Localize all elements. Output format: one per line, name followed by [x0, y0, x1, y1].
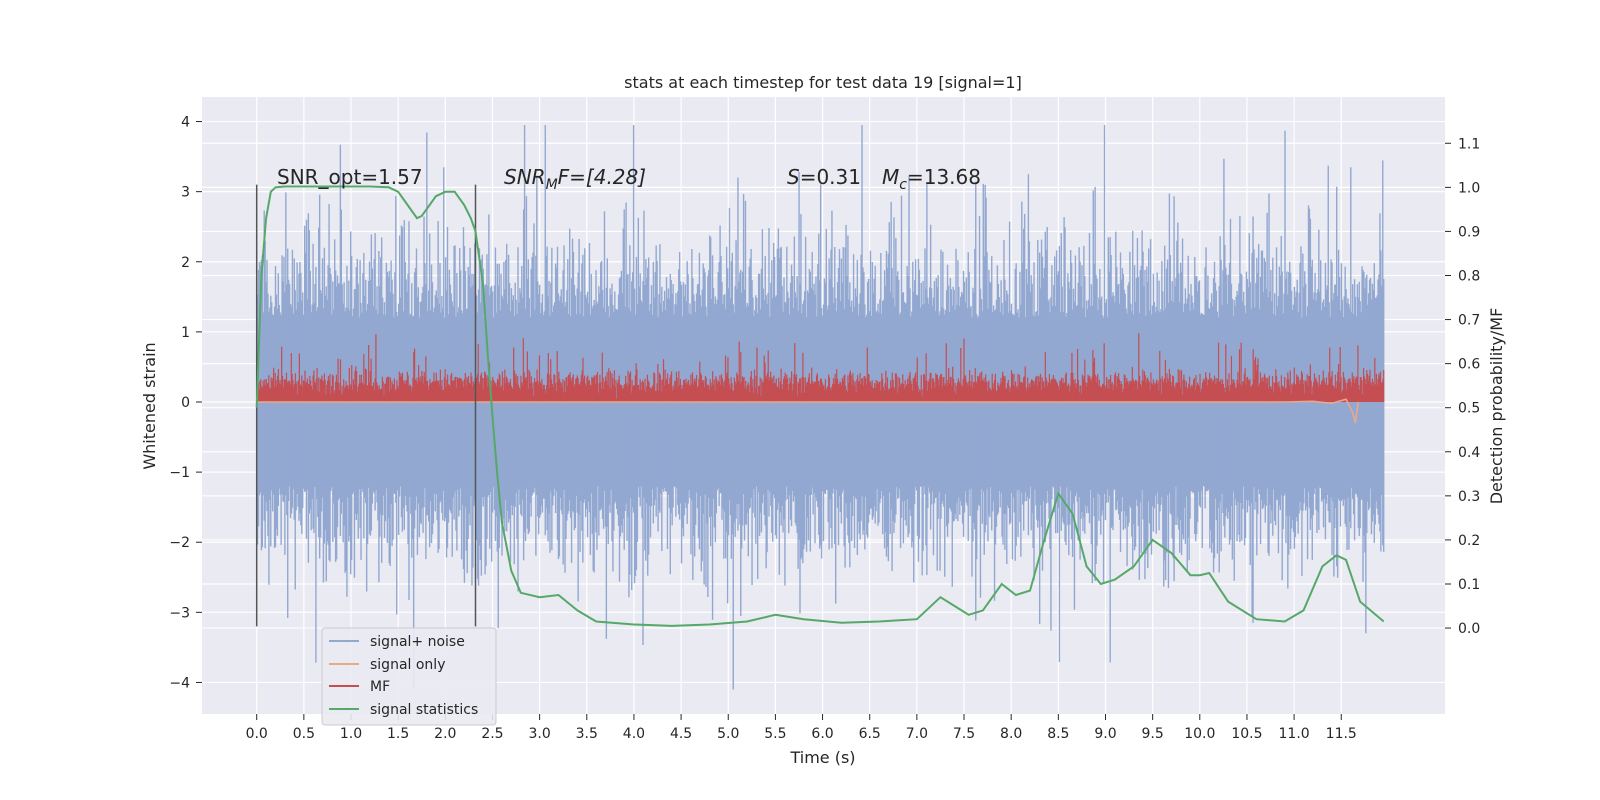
- y-tick-label: −4: [169, 675, 190, 691]
- annotation-snr-mf: SNRMF=[4.28]: [504, 165, 646, 193]
- x-tick-label: 4.5: [670, 726, 692, 742]
- legend-label-signal-statistics: signal statistics: [370, 702, 478, 718]
- signal-only-line: [256, 398, 1359, 424]
- chart-title: stats at each timestep for test data 19 …: [624, 73, 1022, 92]
- y-tick-label: −2: [169, 535, 190, 551]
- x-tick-label: 0.5: [293, 726, 315, 742]
- x-tick-label: 6.5: [859, 726, 881, 742]
- legend-label-signal-only: signal only: [370, 657, 445, 673]
- signal-noise-series: [255, 125, 1385, 690]
- x-tick-label: 10.0: [1184, 726, 1215, 742]
- legend-box: [321, 627, 497, 726]
- x-tick-label: 3.0: [528, 726, 550, 742]
- y-tick-label: 1: [181, 325, 190, 341]
- mf-series: [256, 333, 1385, 402]
- y-tick-label: 3: [181, 185, 190, 201]
- y-tick-label: 2: [181, 255, 190, 271]
- y2-tick-label: 1.0: [1458, 180, 1480, 196]
- x-tick-label: 9.5: [1142, 726, 1164, 742]
- y2-tick-label: 0.8: [1458, 268, 1480, 284]
- y-tick-label: −3: [169, 605, 190, 621]
- x-tick-label: 5.5: [764, 726, 786, 742]
- y2-tick-label: 0.5: [1458, 401, 1480, 417]
- signal-statistics-line: [255, 185, 1385, 627]
- y2-tick-label: 0.0: [1458, 621, 1480, 637]
- x-tick-label: 2.0: [434, 726, 456, 742]
- x-tick-label: 7.0: [906, 726, 928, 742]
- y-tick-label: 4: [181, 115, 190, 131]
- x-tick-label: 3.5: [576, 726, 598, 742]
- y2-tick-label: 0.4: [1458, 445, 1480, 461]
- y2-tick-label: 0.2: [1458, 533, 1480, 549]
- x-tick-label: 1.0: [340, 726, 362, 742]
- x-tick-label: 7.5: [953, 726, 975, 742]
- y-axis-label: Whitened strain: [140, 342, 159, 469]
- legend-label-signal-noise: signal+ noise: [370, 634, 465, 650]
- x-ticks: 0.0 0.5 1.0 1.5 2.0 2.5 3.0 3.5 4.0 4.5 5.0 5.5 6.0 6…: [246, 714, 1357, 742]
- y2-tick-label: 1.1: [1458, 136, 1480, 152]
- x-tick-label: 8.5: [1047, 726, 1069, 742]
- x-tick-label: 10.5: [1231, 726, 1262, 742]
- legend-label-mf: MF: [370, 679, 390, 695]
- y2-ticks: 0.0 0.1 0.2 0.3 0.4 0.5 0.6 0.7 0.8 0.9 1.0 1.1: [1445, 136, 1480, 637]
- y2-axis-label: Detection probability/MF: [1487, 308, 1506, 505]
- y2-tick-label: 0.1: [1458, 577, 1480, 593]
- y-tick-label: 0: [181, 395, 190, 411]
- x-axis-label: Time (s): [789, 748, 855, 767]
- legend: signal+ noise signal only MF signal stat…: [321, 627, 497, 726]
- y2-tick-label: 0.7: [1458, 313, 1480, 329]
- x-tick-label: 5.0: [717, 726, 739, 742]
- x-tick-label: 2.5: [481, 726, 503, 742]
- y2-tick-label: 0.3: [1458, 489, 1480, 505]
- annotation-mc: Mc=13.68: [882, 165, 981, 193]
- annotation-s: S=0.31: [787, 165, 861, 189]
- annotation-snr-opt: SNR_opt=1.57: [277, 165, 423, 189]
- y-ticks: −4 −3 −2 −1 0 1 2 3 4: [169, 115, 202, 691]
- x-tick-label: 6.0: [811, 726, 833, 742]
- x-tick-label: 8.0: [1000, 726, 1022, 742]
- y2-tick-label: 0.6: [1458, 357, 1480, 373]
- x-tick-label: 11.0: [1279, 726, 1310, 742]
- y2-tick-label: 0.9: [1458, 224, 1480, 240]
- x-tick-label: 9.0: [1094, 726, 1116, 742]
- y-tick-label: −1: [169, 465, 190, 481]
- x-tick-label: 11.5: [1326, 726, 1357, 742]
- x-tick-label: 4.0: [623, 726, 645, 742]
- x-tick-label: 0.0: [246, 726, 268, 742]
- x-tick-label: 1.5: [387, 726, 409, 742]
